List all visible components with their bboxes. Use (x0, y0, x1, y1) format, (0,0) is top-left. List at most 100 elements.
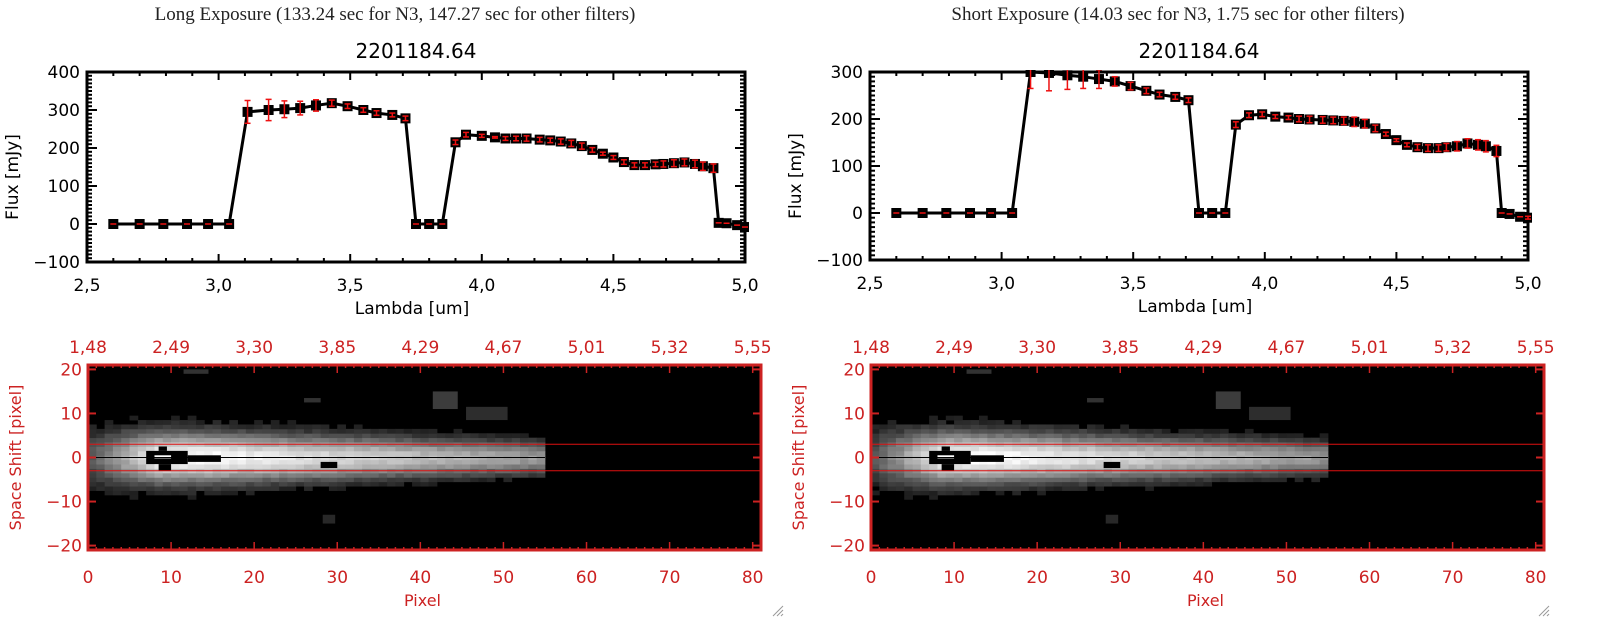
x-tick-label: 3,5 (337, 276, 364, 296)
trace-pixel (154, 420, 164, 425)
trace-pixel (121, 477, 130, 483)
trace-pixel (254, 472, 263, 478)
trace-pixel (112, 446, 122, 452)
trace-pixel (1269, 446, 1279, 452)
trace-pixel (904, 494, 913, 500)
trace-pixel (387, 446, 396, 452)
trace-pixel (1062, 486, 1071, 491)
trace-pixel (895, 486, 905, 491)
trace-pixel (1045, 486, 1055, 491)
error-bar (1272, 114, 1279, 120)
y-axis-label: Flux [mJy] (3, 134, 23, 220)
trace-pixel (1244, 459, 1254, 465)
trace-pixel (871, 424, 880, 430)
trace-pixel (171, 477, 180, 483)
trace-pixel (162, 424, 172, 430)
trace-pixel (945, 477, 955, 483)
trace-pixel (1203, 472, 1213, 478)
trace-pixel (1303, 464, 1312, 469)
trace-pixel (104, 433, 114, 439)
error-bar (1525, 215, 1531, 220)
trace-pixel (1153, 464, 1163, 469)
trace-pixel (304, 433, 313, 439)
trace-pixel (1311, 472, 1321, 478)
trace-pixel (1294, 477, 1304, 483)
trace-pixel (1253, 437, 1262, 443)
trace-pixel (328, 477, 338, 483)
trace-pixel (1161, 481, 1171, 487)
trace-pixel (962, 446, 972, 452)
trace-pixel (179, 490, 189, 496)
trace-pixel (1294, 472, 1304, 478)
trace-pixel (104, 486, 114, 491)
y-tick-label: 100 (48, 177, 80, 197)
resize-grip-icon[interactable] (770, 603, 784, 617)
trace-pixel (995, 459, 1005, 465)
trace-pixel (1278, 446, 1287, 452)
trace-pixel (1128, 481, 1138, 487)
trace-pixel (254, 433, 263, 439)
trace-pixel (929, 437, 938, 443)
trace-pixel (970, 481, 980, 487)
trace-pixel (1145, 464, 1154, 469)
trace-pixel (204, 450, 214, 456)
trace-pixel (245, 490, 255, 496)
trace-pixel (1062, 481, 1071, 487)
trace-pixel (453, 446, 463, 452)
trace-pixel (1120, 477, 1129, 483)
trace-pixel (353, 477, 363, 483)
trace-pixel (987, 420, 997, 425)
trace-pixel (470, 437, 479, 443)
trace-pixel (478, 433, 488, 439)
trace-pixel (187, 446, 197, 452)
x-tick-label: 50 (493, 568, 515, 588)
trace-pixel (129, 450, 139, 456)
trace-pixel (503, 477, 513, 483)
error-bar (312, 98, 319, 112)
trace-pixel (536, 437, 546, 443)
trace-pixel (229, 437, 238, 443)
trace-pixel (954, 415, 963, 421)
trace-pixel (871, 481, 880, 487)
trace-pixel (1087, 424, 1096, 430)
trace-pixel (1070, 486, 1080, 491)
trace-pixel (370, 477, 380, 483)
trace-pixel (212, 424, 222, 430)
trace-pixel (1111, 481, 1121, 487)
trace-pixel (1178, 437, 1188, 443)
trace-pixel (378, 459, 388, 465)
resize-grip-icon[interactable] (1536, 603, 1550, 617)
trace-pixel (1128, 459, 1138, 465)
trace-pixel (445, 472, 454, 478)
x-tick-label: 20 (243, 568, 265, 588)
trace-pixel (337, 437, 346, 443)
trace-pixel (204, 446, 214, 452)
trace-pixel (920, 450, 930, 456)
trace-pixel (104, 428, 114, 434)
trace-pixel (304, 446, 313, 452)
y-tick-label: 20 (843, 360, 865, 380)
noise-patch (1087, 398, 1104, 403)
trace-pixel (245, 433, 255, 439)
trace-pixel (328, 446, 338, 452)
trace-pixel (1136, 459, 1146, 465)
trace-pixel (1020, 433, 1030, 439)
trace-pixel (929, 446, 938, 452)
trace-pixel (486, 450, 496, 456)
top-tick-label: 3,30 (235, 338, 273, 358)
trace-pixel (1028, 477, 1038, 483)
trace-pixel (436, 433, 446, 439)
y-tick-label: 300 (831, 63, 863, 83)
trace-pixel (196, 486, 205, 491)
x-tick-label: 4,5 (1383, 274, 1410, 294)
trace-pixel (1319, 437, 1329, 443)
trace-pixel (1003, 459, 1013, 465)
trace-pixel (1045, 428, 1055, 434)
trace-pixel (453, 450, 463, 456)
error-bar (478, 133, 485, 139)
error-bar (344, 103, 351, 110)
trace-pixel (1195, 464, 1204, 469)
trace-pixel (445, 450, 454, 456)
trace-pixel (920, 472, 930, 478)
trace-pixel (1278, 450, 1287, 456)
